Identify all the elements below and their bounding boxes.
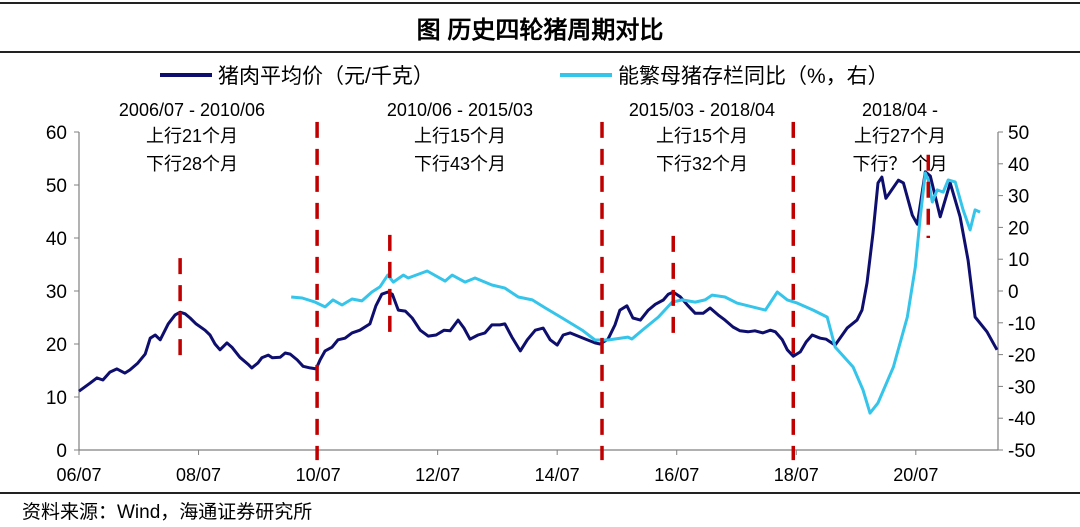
right-y-tick-label: -10 [1008,314,1035,335]
left-y-tick-label: 10 [46,388,67,409]
cycle-period-label: 2006/07 - 2010/06 [119,100,265,120]
x-tick-label: 08/07 [176,465,221,485]
right-y-tick-label: 30 [1008,187,1029,208]
left-y-tick-label: 50 [46,176,67,197]
cycle-annotations: 2006/07 - 2010/06 上行21个月 下行28个月 2010/06 … [119,100,948,174]
x-tick-label: 18/07 [774,465,819,485]
x-tick-label: 20/07 [893,465,938,485]
cycle-period-label: 2018/04 - [862,100,938,120]
chart-title: 图 历史四轮猪周期对比 [417,16,664,44]
cycle-up-label: 上行15个月 [656,126,748,146]
right-y-tick-label: 20 [1008,218,1029,239]
right-y-tick-label: 0 [1008,282,1019,303]
legend-label-price: 猪肉平均价（元/千克） [218,65,434,88]
legend: 猪肉平均价（元/千克） 能繁母猪存栏同比（%，右） [160,65,889,88]
cycle-period-label: 2010/06 - 2015/03 [387,100,533,120]
cycle-up-label: 上行21个月 [146,126,238,146]
right-y-tick-label: 10 [1008,250,1029,271]
left-y-tick-label: 30 [46,282,67,303]
left-y-tick-label: 40 [46,229,67,250]
x-tick-label: 14/07 [535,465,580,485]
right-y-tick-label: -20 [1008,346,1035,367]
x-tick-label: 10/07 [296,465,341,485]
left-y-tick-label: 20 [46,335,67,356]
right-y-tick-label: 40 [1008,155,1029,176]
x-tick-label: 06/07 [56,465,101,485]
right-y-tick-label: -30 [1008,377,1035,398]
cycle-down-label: 下行43个月 [414,154,506,174]
series-line-pork-price [78,170,999,393]
cycle-down-label: 下行？ 个月 [852,154,947,174]
right-y-tick-label: -50 [1008,441,1035,462]
legend-label-sow: 能繁母猪存栏同比（%，右） [618,65,889,88]
plot-area: 0 10 20 30 40 50 60 -50 -40 -30 -20 -10 0 10 20 30 40 50 0… [46,121,1035,485]
left-y-tick-label: 60 [46,123,67,144]
source-note: 资料来源：Wind，海通证券研究所 [22,501,312,523]
cycle-down-label: 下行28个月 [146,154,238,174]
x-tick-label: 12/07 [415,465,460,485]
cycle-up-label: 上行27个月 [854,126,946,146]
cycle-up-label: 上行15个月 [414,126,506,146]
x-tick-label: 16/07 [654,465,699,485]
cycle-down-label: 下行32个月 [656,154,748,174]
right-y-tick-label: -40 [1008,409,1035,430]
cycle-period-label: 2015/03 - 2018/04 [629,100,775,120]
right-y-tick-label: 50 [1008,123,1029,144]
left-y-tick-label: 0 [56,441,67,462]
